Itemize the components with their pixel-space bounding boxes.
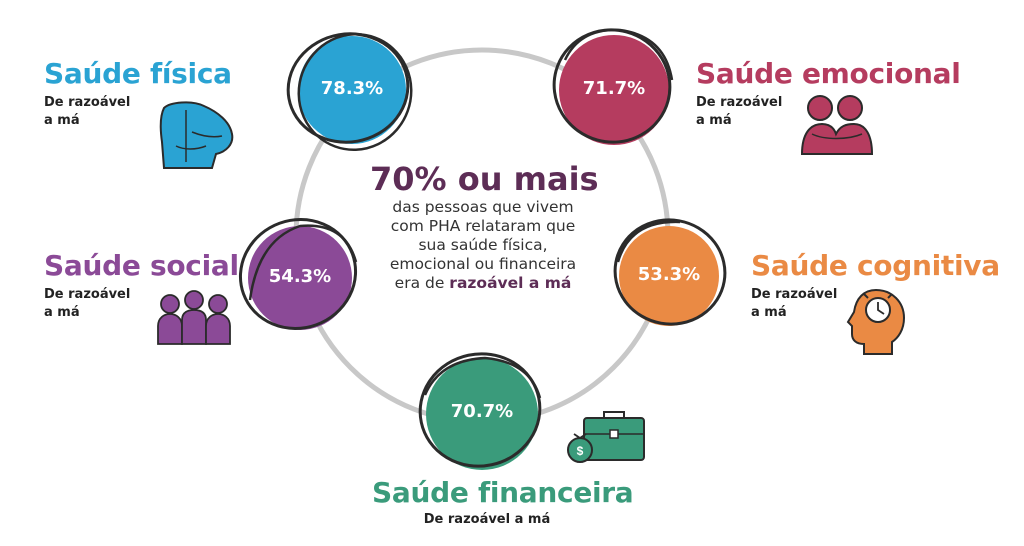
emocional-percentage: 71.7% <box>582 78 646 99</box>
center-headline: 70% ou mais <box>370 160 599 198</box>
category-subtitle: De razoável a má <box>423 512 551 527</box>
center-highlight: razoável a má <box>449 274 572 292</box>
category-cognitiva: Saúde cognitiva De razoável a má <box>751 250 1000 322</box>
category-title: Saúde social <box>44 249 239 282</box>
subtitle-line: a má <box>751 305 787 320</box>
subtitle-line: De razoável <box>44 287 131 302</box>
emocional-blob <box>552 28 674 145</box>
center-line: emocional ou financeira <box>389 255 577 273</box>
fisica-blob <box>286 32 413 152</box>
category-title: Saúde cognitiva <box>751 249 1000 282</box>
hugging-people-icon <box>800 95 874 155</box>
subtitle-line: a má <box>696 113 732 128</box>
center-line: das pessoas que vivem <box>392 198 574 216</box>
subtitle-line: a má <box>44 113 80 128</box>
center-line: com PHA relataram que <box>390 217 576 235</box>
subtitle-line: a má <box>44 305 80 320</box>
financeira-blob <box>418 352 542 470</box>
back-pain-icon <box>159 101 234 169</box>
category-title: Saúde financeira <box>372 476 634 509</box>
fisica-percentage: 78.3% <box>320 78 384 99</box>
subtitle-line: De razoável <box>44 95 131 110</box>
social-blob <box>238 218 358 330</box>
category-emocional: Saúde emocional De razoável a má <box>696 58 961 130</box>
head-with-clock-icon <box>846 288 906 355</box>
center-statement: 70% ou mais das pessoas que vivem com PH… <box>370 160 599 293</box>
briefcase-money-icon: $ <box>567 411 645 463</box>
category-subtitle: De razoável a má <box>44 94 232 130</box>
center-line-last: era de razoável a má <box>370 274 596 293</box>
center-line: sua saúde física, <box>418 236 548 254</box>
svg-text:$: $ <box>577 444 584 458</box>
cognitiva-blob <box>613 218 727 326</box>
group-of-people-icon <box>157 290 231 345</box>
category-fisica: Saúde física De razoável a má <box>44 58 232 130</box>
category-subtitle: De razoável a má <box>696 94 961 130</box>
center-body: das pessoas que vivem com PHA relataram … <box>370 198 596 293</box>
category-title: Saúde emocional <box>696 57 961 90</box>
subtitle-line: De razoável <box>696 95 783 110</box>
category-subtitle: De razoável a má <box>44 286 239 322</box>
category-financeira: Saúde financeira De razoável a má <box>372 476 634 529</box>
category-social: Saúde social De razoável a má <box>44 250 239 322</box>
social-percentage: 54.3% <box>268 266 332 287</box>
center-prefix: era de <box>394 274 450 292</box>
subtitle-line: De razoável <box>751 287 838 302</box>
financeira-percentage: 70.7% <box>450 401 514 422</box>
cognitiva-percentage: 53.3% <box>637 264 701 285</box>
category-title: Saúde física <box>44 57 232 90</box>
category-subtitle: De razoável a má <box>751 286 1000 322</box>
